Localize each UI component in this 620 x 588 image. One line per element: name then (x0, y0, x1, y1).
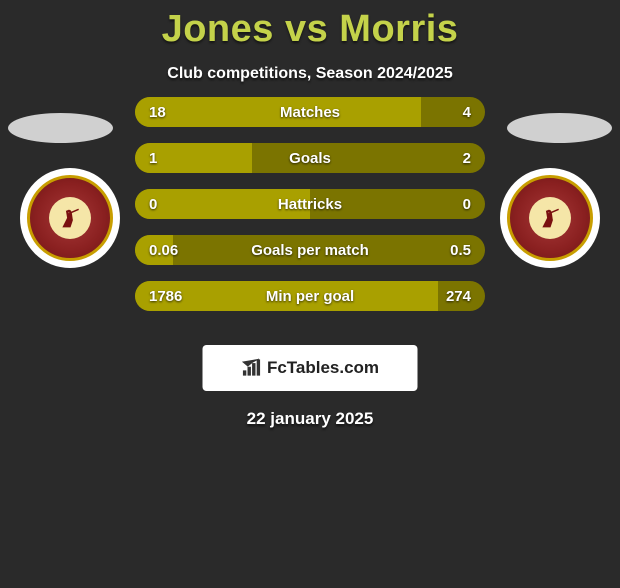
club-badge-left-center (49, 197, 91, 239)
club-badge-right-inner (507, 175, 593, 261)
subtitle: Club competitions, Season 2024/2025 (0, 65, 620, 83)
archer-icon (537, 205, 563, 231)
stat-label: Min per goal (135, 288, 485, 305)
page-title: Jones vs Morris (0, 8, 620, 51)
stat-row: 0Hattricks0 (135, 189, 485, 219)
club-badge-left-inner (27, 175, 113, 261)
stat-value-right: 0.5 (450, 242, 471, 259)
stat-value-right: 274 (446, 288, 471, 305)
stat-row: 1786Min per goal274 (135, 281, 485, 311)
player-left-ellipse (8, 113, 113, 143)
stat-row: 0.06Goals per match0.5 (135, 235, 485, 265)
stat-label: Matches (135, 104, 485, 121)
logo-box: FcTables.com (203, 345, 418, 391)
stat-label: Goals per match (135, 242, 485, 259)
bars-icon (241, 357, 263, 379)
player-right-ellipse (507, 113, 612, 143)
club-badge-left (20, 168, 120, 268)
archer-icon (57, 205, 83, 231)
club-badge-right-center (529, 197, 571, 239)
stat-label: Hattricks (135, 196, 485, 213)
stat-value-right: 4 (463, 104, 471, 121)
stat-row: 1Goals2 (135, 143, 485, 173)
date-label: 22 january 2025 (0, 409, 620, 429)
stats-container: 18Matches4 1Goals2 0Hattricks0 0.06Goals pe… (135, 97, 485, 327)
stat-row: 18Matches4 (135, 97, 485, 127)
club-badge-right (500, 168, 600, 268)
logo-text: FcTables.com (267, 358, 379, 378)
stat-value-right: 0 (463, 196, 471, 213)
stat-label: Goals (135, 150, 485, 167)
stat-value-right: 2 (463, 150, 471, 167)
